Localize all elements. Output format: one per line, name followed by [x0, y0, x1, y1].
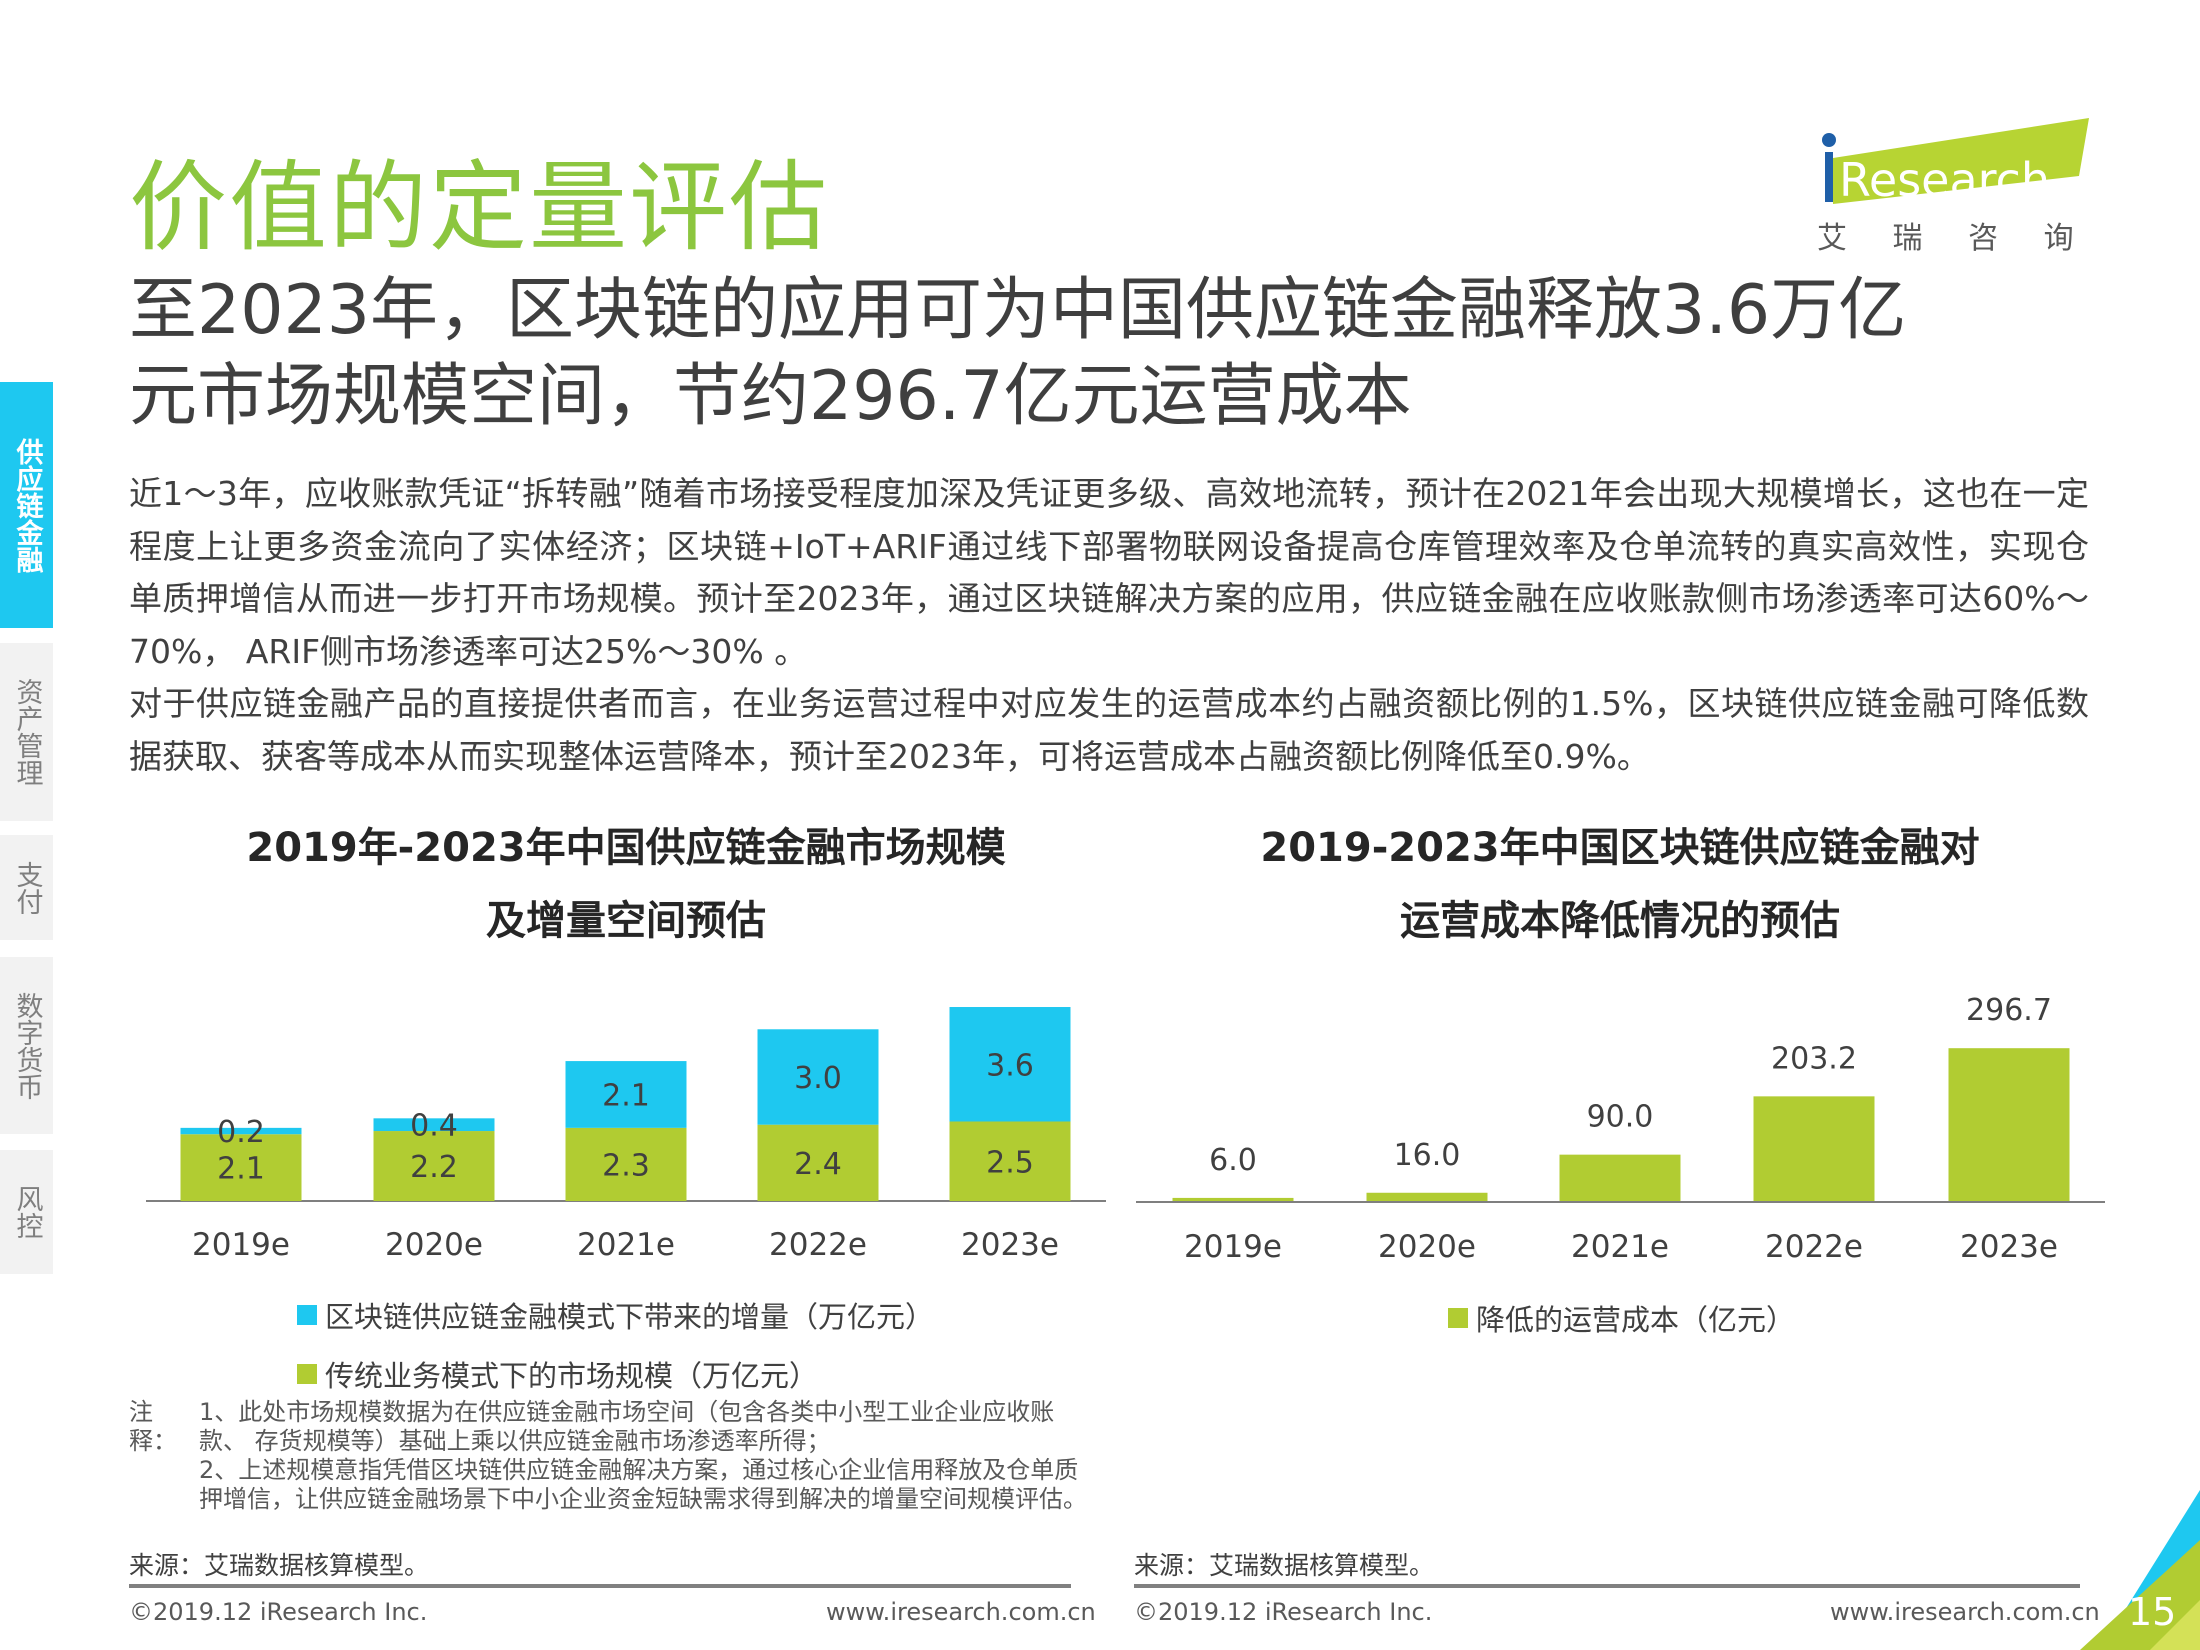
svg-text:艾 瑞 咨 询: 艾 瑞 咨 询	[1817, 221, 2092, 256]
sidebar-item-payment[interactable]: 支付	[0, 835, 53, 940]
paragraph: 对于供应链金融产品的直接提供者而言，在业务运营过程中对应发生的运营成本约占融资额…	[129, 684, 2089, 776]
copyright: ©2019.12 iResearch Inc.	[1134, 1598, 1433, 1626]
legend-swatch	[297, 1364, 317, 1384]
data-label: 0.2	[217, 1115, 265, 1150]
legend-swatch	[297, 1305, 317, 1325]
bar-segment	[757, 1124, 879, 1201]
data-label: 2.4	[794, 1147, 842, 1182]
data-label: 2.5	[986, 1145, 1034, 1180]
website-link[interactable]: www.iresearch.com.cn	[1830, 1598, 2100, 1626]
data-label: 2.1	[602, 1078, 650, 1113]
legend-item-increment: 区块链供应链金融模式下带来的增量（万亿元）	[297, 1294, 934, 1336]
x-tick-label: 2021e	[1571, 1229, 1669, 1265]
x-tick-label: 2022e	[769, 1227, 867, 1263]
sidebar-item-asset-management[interactable]: 资产管理	[0, 643, 53, 821]
copyright: ©2019.12 iResearch Inc.	[129, 1598, 428, 1626]
page-title: 价值的定量评估	[129, 151, 830, 265]
source-left: 来源：艾瑞数据核算模型。	[129, 1551, 430, 1580]
data-label: 2.2	[410, 1150, 458, 1185]
bar-segment	[373, 1131, 495, 1201]
bar-segment	[949, 1121, 1071, 1201]
x-tick-label: 2021e	[577, 1227, 675, 1263]
notes: 注释： 1、此处市场规模数据为在供应链金融市场空间（包含各类中小型工业企业应收账款…	[129, 1398, 1087, 1513]
iresearch-logo: Research 艾 瑞 咨 询	[1817, 118, 2092, 258]
bar-segment	[757, 1029, 879, 1125]
data-label: 296.7	[1966, 993, 2052, 1028]
legend-swatch	[1448, 1308, 1468, 1328]
footer-divider	[129, 1584, 1071, 1588]
bar-segment	[565, 1061, 687, 1128]
data-label: 16.0	[1394, 1138, 1461, 1173]
legend-item-cost-reduction: 降低的运营成本（亿元）	[1448, 1297, 1795, 1339]
body-text: 近1～3年，应收账款凭证“拆转融”随着市场接受程度加深及凭证更多级、高效地流转，…	[129, 468, 2089, 783]
bar-segment	[565, 1127, 687, 1201]
legend-item-traditional: 传统业务模式下的市场规模（万亿元）	[297, 1353, 818, 1395]
paragraph: 近1～3年，应收账款凭证“拆转融”随着市场接受程度加深及凭证更多级、高效地流转，…	[129, 474, 2089, 671]
bar	[1948, 1048, 2070, 1201]
bar-segment	[180, 1127, 302, 1135]
bar-segment	[180, 1134, 302, 1201]
svg-text:Research: Research	[1839, 153, 2050, 207]
data-label: 2.1	[217, 1152, 265, 1187]
bar-segment	[373, 1118, 495, 1132]
bar	[1366, 1192, 1488, 1201]
chart2-title: 2019-2023年中国区块链供应链金融对 运营成本降低情况的预估	[1260, 825, 1980, 944]
footer-divider	[1134, 1584, 2080, 1588]
x-tick-label: 2020e	[385, 1227, 483, 1263]
data-label: 0.4	[410, 1109, 458, 1144]
x-tick-label: 2023e	[1960, 1229, 2058, 1265]
page-number: 15	[2128, 1590, 2177, 1634]
data-label: 2.3	[602, 1148, 650, 1183]
x-tick-label: 2019e	[192, 1227, 290, 1263]
source-right: 来源：艾瑞数据核算模型。	[1134, 1551, 1435, 1580]
x-tick-label: 2022e	[1765, 1229, 1863, 1265]
bar	[1559, 1154, 1681, 1201]
charts: 2.10.22019e2.20.42020e2.32.12021e2.43.02…	[146, 993, 2105, 1265]
x-tick-label: 2023e	[961, 1227, 1059, 1263]
data-label: 3.6	[986, 1048, 1034, 1083]
chart1-title: 2019年-2023年中国供应链金融市场规模 及增量空间预估	[246, 825, 1006, 944]
sidebar-item-risk-control[interactable]: 风控	[0, 1150, 53, 1274]
data-label: 203.2	[1771, 1041, 1857, 1076]
website-link[interactable]: www.iresearch.com.cn	[826, 1598, 1096, 1626]
corner-decoration	[2080, 1490, 2200, 1650]
x-tick-label: 2019e	[1184, 1229, 1282, 1265]
x-tick-label: 2020e	[1378, 1229, 1476, 1265]
sidebar-item-digital-currency[interactable]: 数字货币	[0, 957, 53, 1134]
sidebar-item-supply-chain-finance[interactable]: 供应链金融	[0, 382, 53, 628]
headline: 至2023年，区块链的应用可为中国供应链金融释放3.6万亿 元市场规模空间，节约…	[129, 271, 1907, 436]
data-label: 90.0	[1587, 1100, 1654, 1135]
data-label: 6.0	[1209, 1143, 1257, 1178]
bar	[1172, 1197, 1294, 1201]
data-label: 3.0	[794, 1061, 842, 1096]
bar	[1753, 1096, 1875, 1201]
bar-segment	[949, 1007, 1071, 1122]
